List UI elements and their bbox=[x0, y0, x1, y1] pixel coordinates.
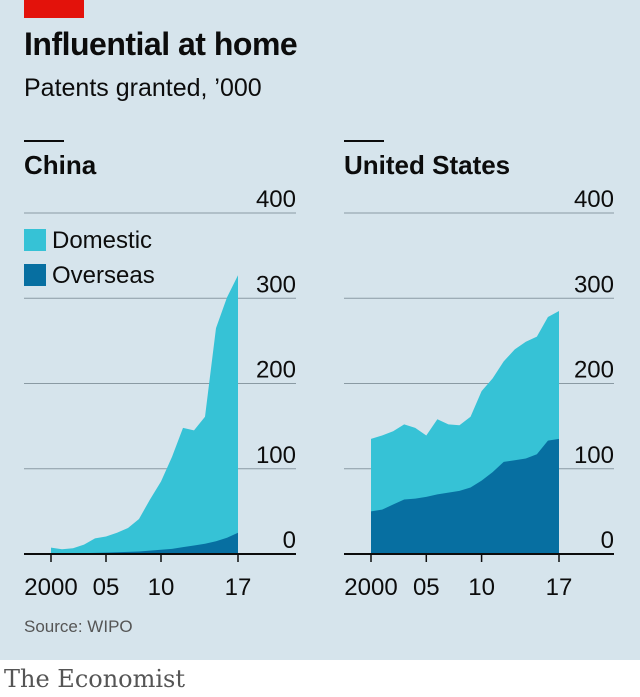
china-x-tick-2000: 2000 bbox=[24, 574, 77, 601]
china-domestic-area bbox=[51, 275, 238, 554]
united-states-x-tick-2000: 2000 bbox=[344, 574, 397, 601]
china-x-tick-05: 05 bbox=[93, 574, 120, 601]
china-panel-title: China bbox=[24, 150, 97, 180]
united-states-y-tick-200: 200 bbox=[574, 357, 614, 384]
united-states-y-tick-100: 100 bbox=[574, 442, 614, 469]
china-y-tick-300: 300 bbox=[256, 271, 296, 298]
united-states-y-tick-400: 400 bbox=[574, 186, 614, 213]
china-y-tick-400: 400 bbox=[256, 186, 296, 213]
united-states-x-tick-17: 17 bbox=[546, 574, 573, 601]
united-states-panel-title: United States bbox=[344, 150, 510, 180]
united-states-x-tick-10: 10 bbox=[468, 574, 495, 601]
united-states-y-tick-0: 0 bbox=[601, 527, 614, 554]
china-overseas-area bbox=[51, 532, 238, 554]
legend-label-overseas: Overseas bbox=[52, 262, 155, 289]
china-x-tick-17: 17 bbox=[225, 574, 252, 601]
china-x-tick-10: 10 bbox=[148, 574, 175, 601]
brand-wordmark: The Economist bbox=[4, 665, 186, 693]
chart-subtitle: Patents granted, ’000 bbox=[24, 74, 262, 102]
united-states-overseas-area bbox=[371, 438, 559, 554]
legend-swatch-domestic bbox=[24, 229, 46, 251]
china-y-tick-200: 200 bbox=[256, 357, 296, 384]
brand-red-tag bbox=[24, 0, 84, 18]
legend-swatch-overseas bbox=[24, 264, 46, 286]
legend-label-domestic: Domestic bbox=[52, 227, 152, 254]
chart-title: Influential at home bbox=[24, 26, 298, 62]
source-note: Source: WIPO bbox=[24, 617, 133, 636]
united-states-y-tick-300: 300 bbox=[574, 271, 614, 298]
china-y-tick-100: 100 bbox=[256, 442, 296, 469]
china-y-tick-0: 0 bbox=[283, 527, 296, 554]
united-states-x-tick-05: 05 bbox=[413, 574, 440, 601]
